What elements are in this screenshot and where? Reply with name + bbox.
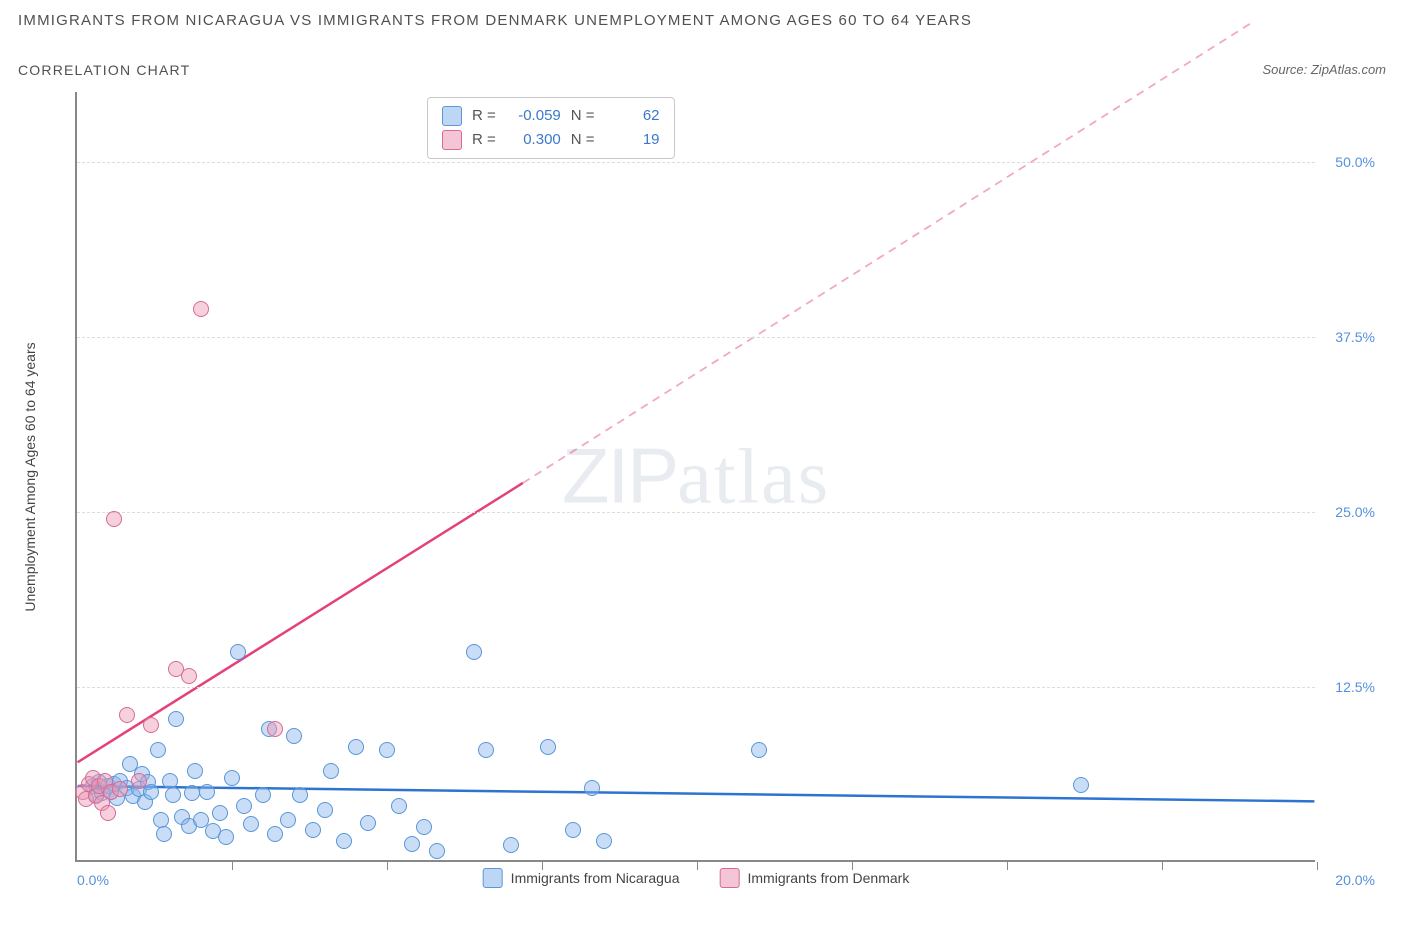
scatter-point bbox=[193, 301, 209, 317]
scatter-point bbox=[230, 644, 246, 660]
scatter-point bbox=[106, 511, 122, 527]
plot-region: ZIPatlas R = -0.059 N = 62 R = 0.300 N =… bbox=[75, 92, 1315, 862]
scatter-point bbox=[184, 785, 200, 801]
scatter-point bbox=[143, 717, 159, 733]
legend-label-denmark: Immigrants from Denmark bbox=[748, 870, 910, 886]
stats-row-denmark: R = 0.300 N = 19 bbox=[442, 128, 660, 152]
scatter-point bbox=[236, 798, 252, 814]
scatter-point bbox=[751, 742, 767, 758]
series-legend: Immigrants from Nicaragua Immigrants fro… bbox=[483, 868, 910, 888]
scatter-point bbox=[112, 781, 128, 797]
swatch-denmark-icon bbox=[720, 868, 740, 888]
scatter-point bbox=[348, 739, 364, 755]
scatter-point bbox=[156, 826, 172, 842]
scatter-point bbox=[131, 773, 147, 789]
gridline bbox=[77, 512, 1315, 513]
r-value-nicaragua: -0.059 bbox=[506, 104, 561, 128]
n-value-denmark: 19 bbox=[605, 128, 660, 152]
scatter-point bbox=[119, 707, 135, 723]
scatter-point bbox=[212, 805, 228, 821]
scatter-point bbox=[540, 739, 556, 755]
legend-item-denmark: Immigrants from Denmark bbox=[720, 868, 910, 888]
x-tick bbox=[1007, 862, 1008, 870]
scatter-point bbox=[323, 763, 339, 779]
scatter-point bbox=[565, 822, 581, 838]
scatter-point bbox=[181, 668, 197, 684]
n-label: N = bbox=[571, 128, 595, 152]
chart-subtitle: CORRELATION CHART bbox=[18, 62, 190, 78]
watermark-zip: ZIP bbox=[562, 432, 677, 520]
chart-area: Unemployment Among Ages 60 to 64 years Z… bbox=[75, 92, 1385, 887]
n-value-nicaragua: 62 bbox=[605, 104, 660, 128]
x-axis-min-label: 0.0% bbox=[77, 872, 109, 888]
scatter-point bbox=[224, 770, 240, 786]
y-tick-label: 25.0% bbox=[1335, 504, 1375, 520]
scatter-point bbox=[280, 812, 296, 828]
scatter-point bbox=[336, 833, 352, 849]
legend-item-nicaragua: Immigrants from Nicaragua bbox=[483, 868, 680, 888]
x-tick bbox=[542, 862, 543, 870]
n-label: N = bbox=[571, 104, 595, 128]
scatter-point bbox=[466, 644, 482, 660]
x-tick bbox=[387, 862, 388, 870]
scatter-point bbox=[416, 819, 432, 835]
legend-label-nicaragua: Immigrants from Nicaragua bbox=[511, 870, 680, 886]
swatch-nicaragua bbox=[442, 106, 462, 126]
source-label: Source: ZipAtlas.com bbox=[1262, 62, 1386, 77]
scatter-point bbox=[317, 802, 333, 818]
x-tick bbox=[232, 862, 233, 870]
r-label: R = bbox=[472, 104, 496, 128]
scatter-point bbox=[503, 837, 519, 853]
watermark: ZIPatlas bbox=[562, 431, 830, 522]
x-tick bbox=[1317, 862, 1318, 870]
scatter-point bbox=[429, 843, 445, 859]
scatter-point bbox=[584, 780, 600, 796]
chart-title: IMMIGRANTS FROM NICARAGUA VS IMMIGRANTS … bbox=[18, 12, 972, 29]
y-axis-label: Unemployment Among Ages 60 to 64 years bbox=[22, 342, 38, 611]
y-tick-label: 50.0% bbox=[1335, 154, 1375, 170]
scatter-point bbox=[286, 728, 302, 744]
y-tick-label: 37.5% bbox=[1335, 329, 1375, 345]
scatter-point bbox=[305, 822, 321, 838]
y-tick-label: 12.5% bbox=[1335, 679, 1375, 695]
scatter-point bbox=[478, 742, 494, 758]
scatter-point bbox=[100, 805, 116, 821]
r-value-denmark: 0.300 bbox=[506, 128, 561, 152]
x-tick bbox=[1162, 862, 1163, 870]
scatter-point bbox=[379, 742, 395, 758]
watermark-atlas: atlas bbox=[677, 433, 830, 520]
scatter-point bbox=[150, 742, 166, 758]
scatter-point bbox=[404, 836, 420, 852]
x-axis-max-label: 20.0% bbox=[1335, 872, 1375, 888]
scatter-point bbox=[168, 711, 184, 727]
trend-lines-layer bbox=[77, 92, 1315, 860]
swatch-denmark bbox=[442, 130, 462, 150]
scatter-point bbox=[243, 816, 259, 832]
scatter-point bbox=[143, 784, 159, 800]
scatter-point bbox=[267, 721, 283, 737]
scatter-point bbox=[255, 787, 271, 803]
swatch-nicaragua-icon bbox=[483, 868, 503, 888]
scatter-point bbox=[360, 815, 376, 831]
scatter-point bbox=[199, 784, 215, 800]
scatter-point bbox=[292, 787, 308, 803]
scatter-point bbox=[218, 829, 234, 845]
scatter-point bbox=[1073, 777, 1089, 793]
scatter-point bbox=[596, 833, 612, 849]
x-tick bbox=[852, 862, 853, 870]
stats-legend: R = -0.059 N = 62 R = 0.300 N = 19 bbox=[427, 97, 675, 159]
r-label: R = bbox=[472, 128, 496, 152]
gridline bbox=[77, 687, 1315, 688]
scatter-point bbox=[165, 787, 181, 803]
x-tick bbox=[697, 862, 698, 870]
scatter-point bbox=[267, 826, 283, 842]
scatter-point bbox=[391, 798, 407, 814]
gridline bbox=[77, 162, 1315, 163]
stats-row-nicaragua: R = -0.059 N = 62 bbox=[442, 104, 660, 128]
scatter-point bbox=[187, 763, 203, 779]
gridline bbox=[77, 337, 1315, 338]
